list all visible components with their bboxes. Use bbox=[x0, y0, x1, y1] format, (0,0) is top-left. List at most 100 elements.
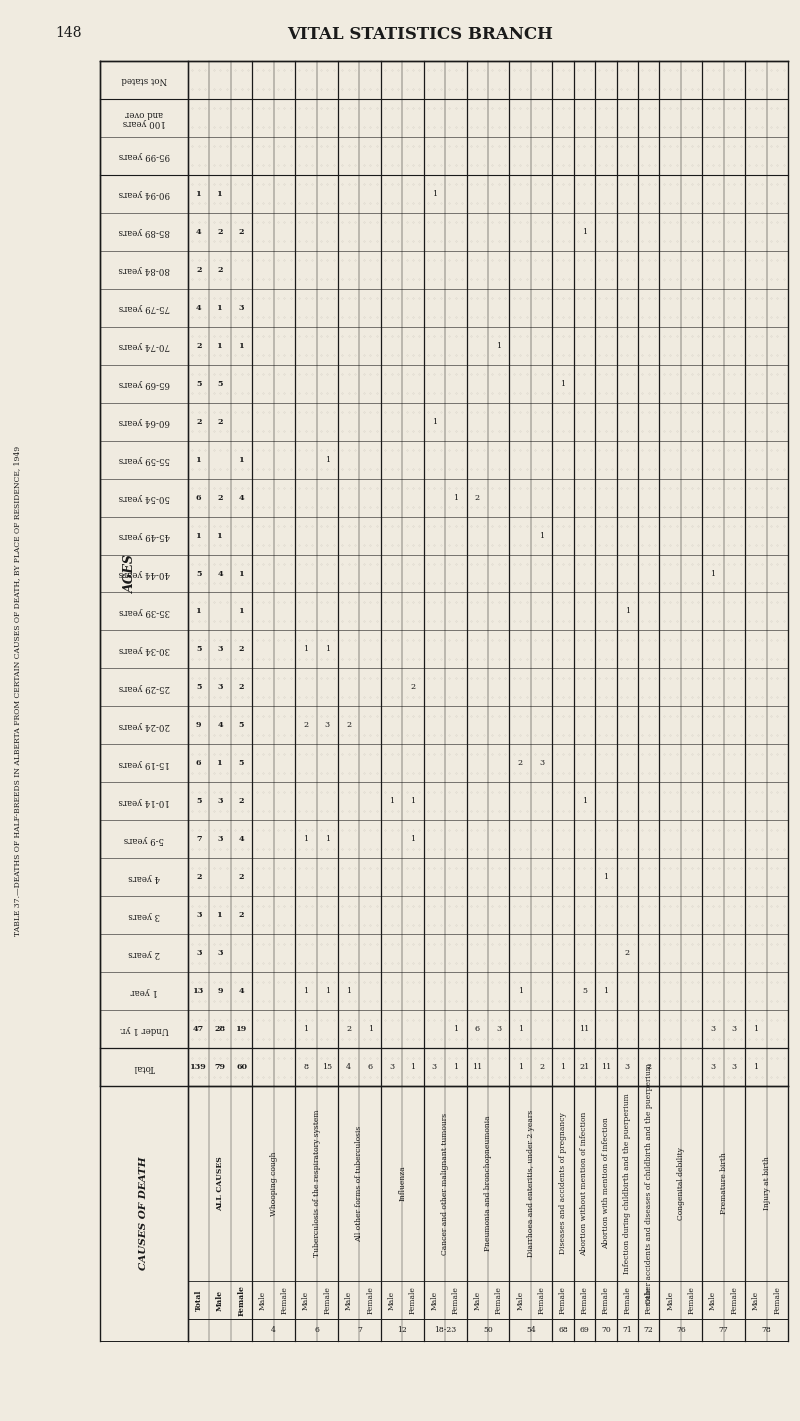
Text: 100 years
and over: 100 years and over bbox=[122, 108, 166, 128]
Text: 60: 60 bbox=[236, 1063, 247, 1071]
Text: 2: 2 bbox=[196, 418, 202, 426]
Text: 3: 3 bbox=[710, 1063, 715, 1071]
Text: 13: 13 bbox=[193, 988, 204, 995]
Text: 71: 71 bbox=[622, 1326, 632, 1334]
Text: 2: 2 bbox=[239, 797, 244, 806]
Text: 1: 1 bbox=[196, 456, 202, 463]
Text: Male: Male bbox=[516, 1290, 524, 1310]
Text: 70-74 years: 70-74 years bbox=[118, 341, 170, 350]
Text: Male: Male bbox=[752, 1290, 760, 1310]
Text: AGES: AGES bbox=[124, 554, 138, 593]
Text: Female: Female bbox=[281, 1286, 289, 1314]
Text: 3: 3 bbox=[496, 1025, 502, 1033]
Text: 2: 2 bbox=[218, 493, 223, 502]
Text: 1: 1 bbox=[754, 1025, 758, 1033]
Text: 1: 1 bbox=[539, 531, 544, 540]
Text: 11: 11 bbox=[472, 1063, 482, 1071]
Text: 79: 79 bbox=[214, 1063, 226, 1071]
Text: 4: 4 bbox=[218, 570, 223, 577]
Text: 2: 2 bbox=[218, 418, 223, 426]
Text: 2: 2 bbox=[303, 722, 309, 729]
Text: 2: 2 bbox=[474, 493, 480, 502]
Text: Under 1 yr.: Under 1 yr. bbox=[119, 1025, 169, 1033]
Text: 9: 9 bbox=[196, 722, 202, 729]
Text: 1: 1 bbox=[196, 531, 202, 540]
Text: 25-29 years: 25-29 years bbox=[118, 684, 170, 692]
Text: 1: 1 bbox=[303, 1025, 309, 1033]
Text: 1: 1 bbox=[518, 1063, 522, 1071]
Text: Infection during childbirth and the puerperium: Infection during childbirth and the puer… bbox=[623, 1093, 631, 1273]
Text: 6: 6 bbox=[367, 1063, 373, 1071]
Text: 6: 6 bbox=[314, 1326, 319, 1334]
Text: 1: 1 bbox=[218, 531, 223, 540]
Text: 4: 4 bbox=[346, 1063, 351, 1071]
Text: 1: 1 bbox=[454, 1063, 458, 1071]
Text: 5: 5 bbox=[239, 722, 244, 729]
Text: 1: 1 bbox=[303, 836, 309, 843]
Text: 1: 1 bbox=[561, 1063, 566, 1071]
Text: 1: 1 bbox=[218, 911, 223, 919]
Text: 65-69 years: 65-69 years bbox=[118, 379, 170, 388]
Text: 1: 1 bbox=[432, 418, 437, 426]
Text: 1: 1 bbox=[518, 988, 522, 995]
Text: 3: 3 bbox=[539, 759, 544, 767]
Text: 76: 76 bbox=[676, 1326, 686, 1334]
Text: Female: Female bbox=[623, 1286, 631, 1314]
Text: Pneumonia and bronchopneumonia: Pneumonia and bronchopneumonia bbox=[484, 1115, 492, 1252]
Text: Female: Female bbox=[559, 1286, 567, 1314]
Text: 2: 2 bbox=[239, 872, 244, 881]
Text: 3: 3 bbox=[432, 1063, 437, 1071]
Text: 4: 4 bbox=[196, 227, 202, 236]
Text: 1: 1 bbox=[496, 341, 502, 350]
Text: 19: 19 bbox=[236, 1025, 247, 1033]
Text: 28: 28 bbox=[214, 1025, 226, 1033]
Text: Injury at birth: Injury at birth bbox=[762, 1157, 770, 1211]
Text: 40-44 years: 40-44 years bbox=[118, 568, 170, 578]
Text: Male: Male bbox=[302, 1290, 310, 1310]
Text: Female: Female bbox=[774, 1286, 782, 1314]
Text: 80-84 years: 80-84 years bbox=[118, 266, 170, 274]
Text: Abortion with mention of infection: Abortion with mention of infection bbox=[602, 1117, 610, 1249]
Text: Male: Male bbox=[474, 1290, 482, 1310]
Text: 54: 54 bbox=[526, 1326, 536, 1334]
Text: 3 years: 3 years bbox=[128, 911, 160, 919]
Text: Not stated: Not stated bbox=[121, 75, 167, 84]
Text: 50: 50 bbox=[483, 1326, 493, 1334]
Text: 1: 1 bbox=[410, 797, 415, 806]
Text: 1: 1 bbox=[454, 1025, 458, 1033]
Text: 4: 4 bbox=[238, 836, 244, 843]
Text: 12: 12 bbox=[398, 1326, 407, 1334]
Text: 1: 1 bbox=[218, 190, 223, 198]
Text: Female: Female bbox=[645, 1286, 653, 1314]
Text: 3: 3 bbox=[732, 1025, 737, 1033]
Text: Male: Male bbox=[387, 1290, 395, 1310]
Text: Female: Female bbox=[323, 1286, 331, 1314]
Text: 72: 72 bbox=[644, 1326, 654, 1334]
Text: 2: 2 bbox=[239, 645, 244, 654]
Text: Female: Female bbox=[602, 1286, 610, 1314]
Text: 1: 1 bbox=[238, 607, 245, 615]
Text: 95-99 years: 95-99 years bbox=[118, 152, 170, 161]
Text: 5: 5 bbox=[196, 684, 202, 692]
Text: 4: 4 bbox=[238, 988, 244, 995]
Text: 1: 1 bbox=[454, 493, 458, 502]
Text: 3: 3 bbox=[218, 684, 223, 692]
Text: 2: 2 bbox=[346, 1025, 351, 1033]
Text: 21: 21 bbox=[579, 1063, 590, 1071]
Text: 3: 3 bbox=[732, 1063, 737, 1071]
Text: All other forms of tuberculosis: All other forms of tuberculosis bbox=[355, 1125, 363, 1242]
Text: 3: 3 bbox=[196, 949, 202, 958]
Text: 90-94 years: 90-94 years bbox=[118, 189, 170, 199]
Text: 70: 70 bbox=[601, 1326, 610, 1334]
Text: 47: 47 bbox=[193, 1025, 204, 1033]
Text: 1: 1 bbox=[346, 988, 351, 995]
Text: 50-54 years: 50-54 years bbox=[118, 493, 170, 502]
Text: 5: 5 bbox=[582, 988, 587, 995]
Text: 3: 3 bbox=[218, 949, 223, 958]
Text: 1: 1 bbox=[710, 570, 715, 577]
Text: 5: 5 bbox=[196, 645, 202, 654]
Text: 2: 2 bbox=[196, 341, 202, 350]
Text: 3: 3 bbox=[218, 797, 223, 806]
Text: 1: 1 bbox=[754, 1063, 758, 1071]
Text: 3: 3 bbox=[196, 911, 202, 919]
